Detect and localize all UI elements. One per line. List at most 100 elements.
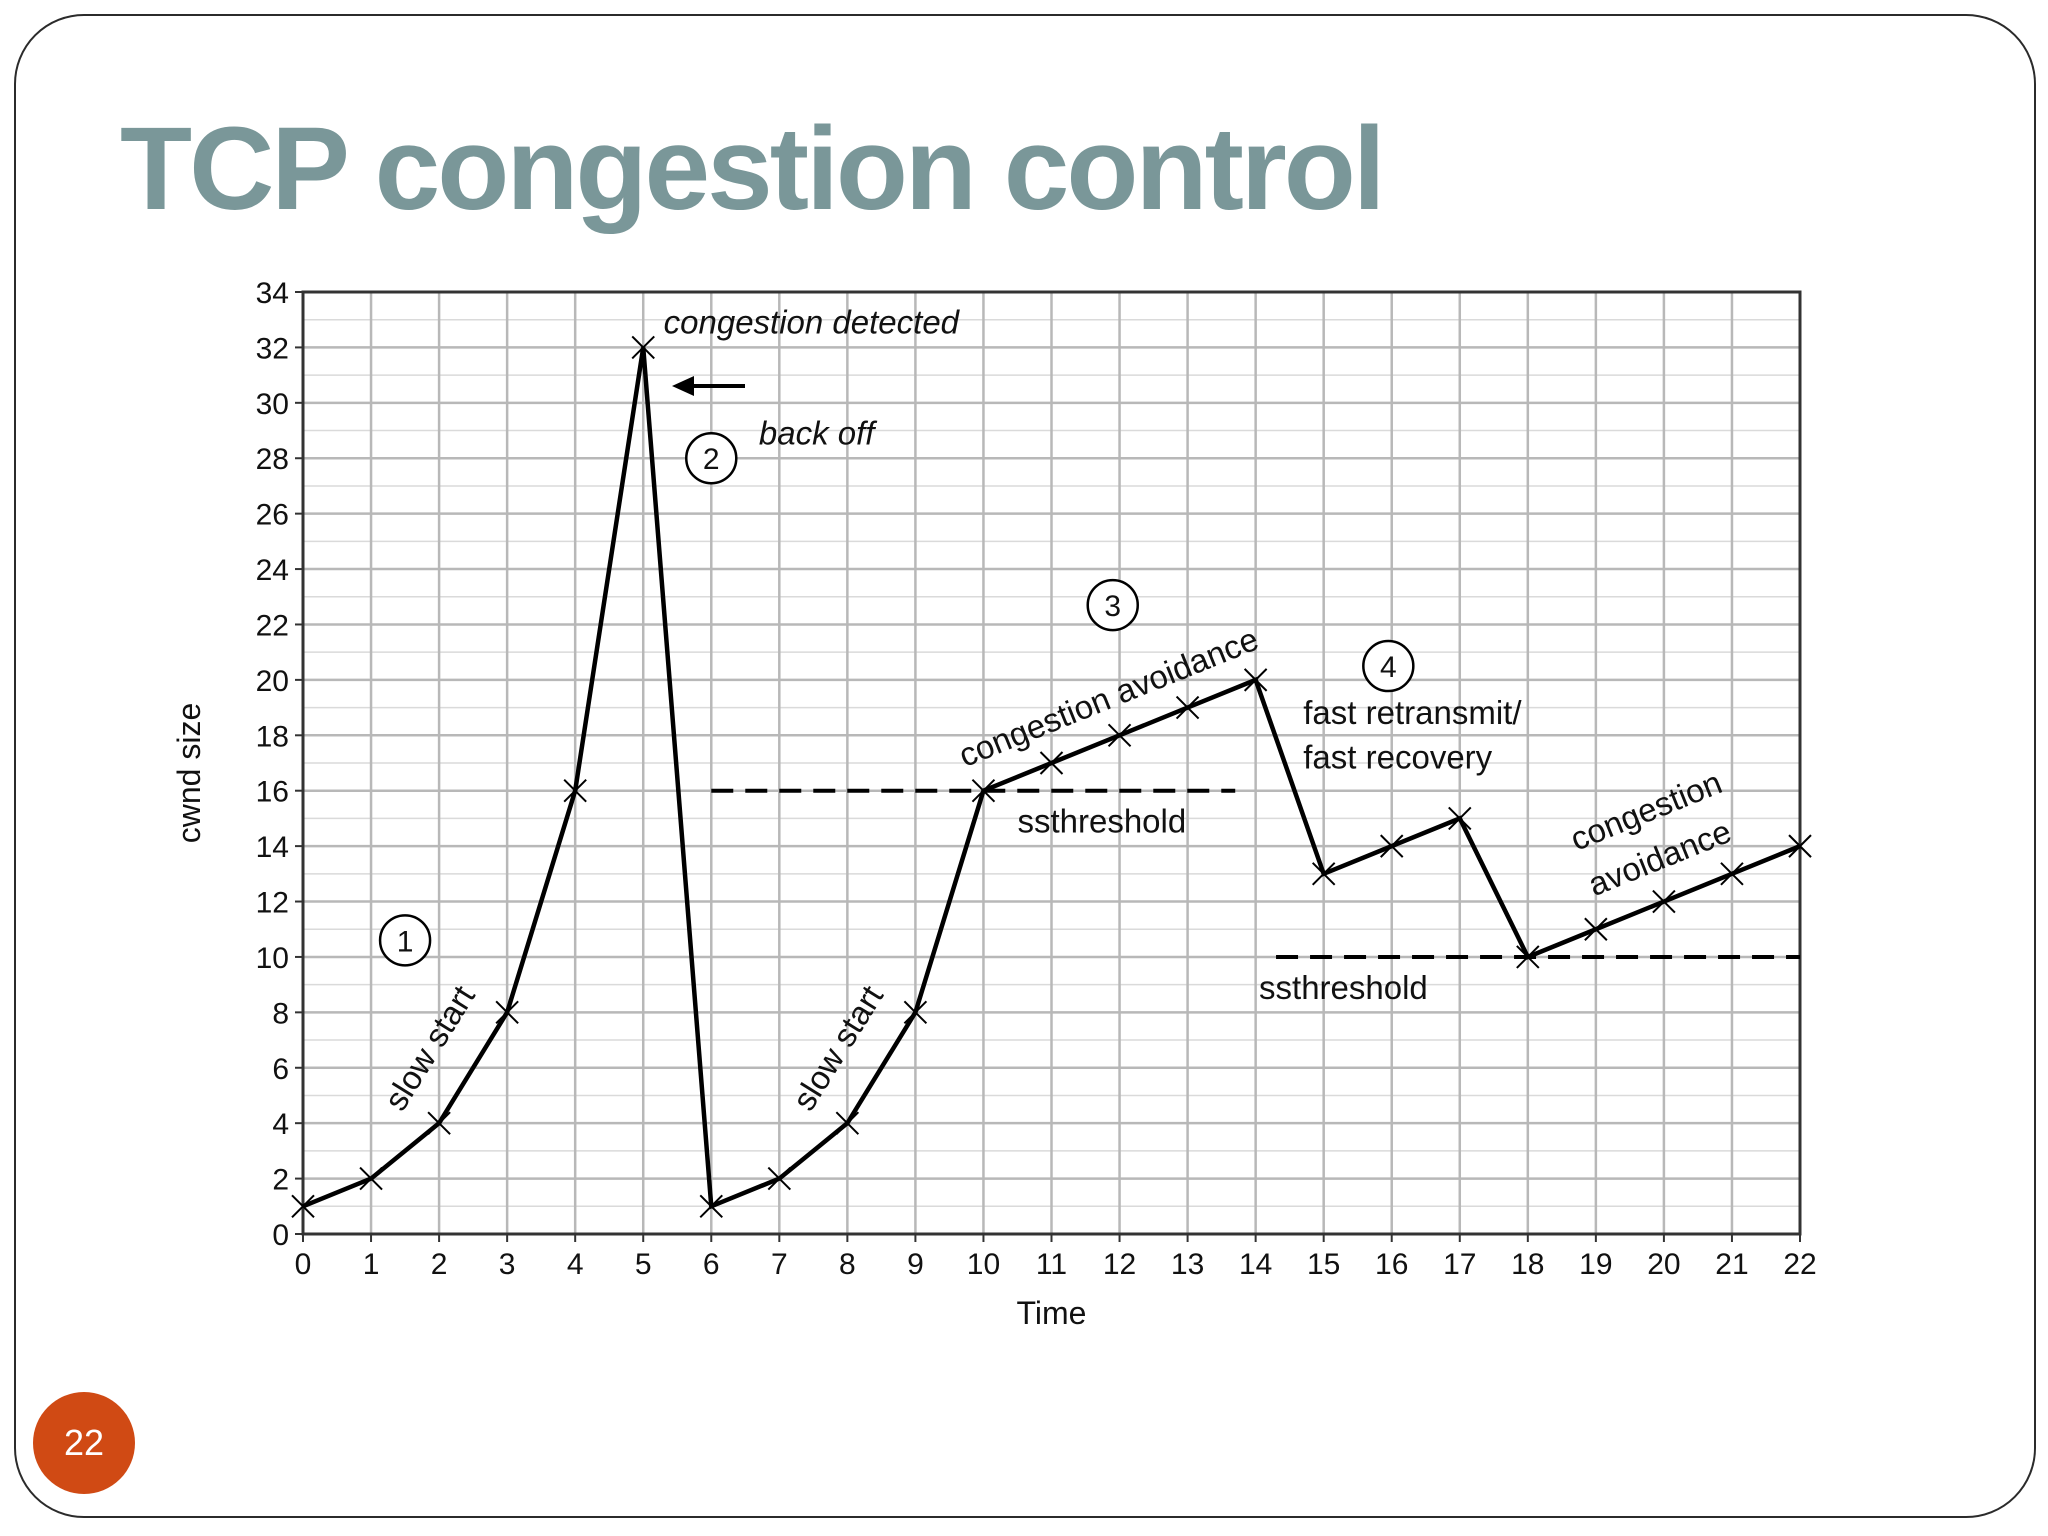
slide-title: TCP congestion control xyxy=(120,103,1386,235)
x-tick-label: 14 xyxy=(1239,1248,1272,1281)
data-point-mark xyxy=(1107,723,1132,748)
phase-marker: 3 xyxy=(1086,578,1139,632)
data-point xyxy=(1107,723,1132,748)
data-point-mark xyxy=(1039,751,1064,775)
data-point-mark xyxy=(563,778,587,803)
phase-marker-label: 1 xyxy=(397,925,414,958)
y-tick-label: 10 xyxy=(256,942,289,975)
back-off-arrow-head xyxy=(672,376,694,396)
data-point-mark xyxy=(1175,695,1200,720)
series-layer xyxy=(291,335,1812,1219)
x-tick-label: 7 xyxy=(771,1248,788,1281)
threshold-layer: ssthreshold ssthreshold xyxy=(711,788,1800,1006)
x-tick-label: 8 xyxy=(839,1248,856,1281)
x-tick-label: 18 xyxy=(1511,1248,1544,1281)
data-point-mark xyxy=(1788,834,1812,858)
data-point xyxy=(495,1000,519,1025)
data-point xyxy=(1516,945,1540,969)
data-point-mark xyxy=(1311,862,1336,886)
x-tick-label: 3 xyxy=(499,1248,516,1281)
data-point xyxy=(903,1000,928,1025)
data-point-mark xyxy=(631,335,655,360)
x-tick-label: 1 xyxy=(363,1248,380,1281)
y-tick-label: 0 xyxy=(272,1219,289,1252)
data-point-mark xyxy=(1448,806,1472,831)
y-tick-label: 18 xyxy=(256,720,289,753)
x-tick-label: 12 xyxy=(1103,1248,1136,1281)
data-point xyxy=(1311,862,1336,886)
x-tick-label: 16 xyxy=(1375,1248,1408,1281)
data-point-mark xyxy=(835,1111,860,1135)
data-point-mark xyxy=(971,778,996,803)
data-point xyxy=(1243,668,1268,692)
x-tick-label: 9 xyxy=(907,1248,924,1281)
x-tick-label: 19 xyxy=(1579,1248,1612,1281)
data-point-mark xyxy=(427,1111,451,1135)
data-point xyxy=(291,1194,315,1219)
data-point xyxy=(563,778,587,803)
data-point-mark xyxy=(1584,917,1608,941)
arrow-layer xyxy=(672,376,745,396)
x-axis-title: Time xyxy=(1017,1295,1087,1331)
data-point-mark xyxy=(495,1000,519,1025)
x-tick-label: 17 xyxy=(1443,1248,1476,1281)
data-point xyxy=(1380,834,1404,858)
y-tick-label: 30 xyxy=(256,388,289,421)
page-number-badge: 22 xyxy=(33,1392,135,1494)
data-point-mark xyxy=(291,1194,315,1219)
x-tick-label: 6 xyxy=(703,1248,720,1281)
data-point xyxy=(1788,834,1812,858)
y-tick-label: 26 xyxy=(256,499,289,532)
x-tick-label: 21 xyxy=(1715,1248,1748,1281)
y-tick-label: 20 xyxy=(256,665,289,698)
x-tick-label: 0 xyxy=(295,1248,312,1281)
x-tick-label: 4 xyxy=(567,1248,584,1281)
data-point-mark xyxy=(1720,862,1744,886)
x-tick-label: 10 xyxy=(967,1248,1000,1281)
data-point xyxy=(767,1166,792,1191)
data-point-mark xyxy=(1243,668,1268,692)
data-point xyxy=(1448,806,1472,831)
data-point-mark xyxy=(1516,945,1540,969)
x-tick-label: 11 xyxy=(1036,1248,1067,1281)
annotation-fast-retransmit: fast retransmit/ xyxy=(1303,694,1522,731)
data-point xyxy=(427,1111,451,1135)
data-point-mark xyxy=(1652,889,1676,914)
data-point-mark xyxy=(699,1194,723,1219)
x-tick-label: 13 xyxy=(1171,1248,1204,1281)
phase-marker: 2 xyxy=(685,431,738,485)
data-point-mark xyxy=(1380,834,1404,858)
phase-marker: 1 xyxy=(378,914,432,967)
x-tick-label: 2 xyxy=(431,1248,448,1281)
y-tick-label: 16 xyxy=(256,776,289,809)
annotation-back-off: back off xyxy=(759,414,878,451)
data-point xyxy=(1652,889,1676,914)
y-tick-label: 8 xyxy=(272,997,289,1030)
data-point xyxy=(631,335,655,360)
ssthreshold-label: ssthreshold xyxy=(1259,969,1428,1006)
phase-marker-label: 3 xyxy=(1104,590,1121,623)
y-tick-label: 6 xyxy=(272,1053,289,1086)
y-axis-title: cwnd size xyxy=(171,703,207,844)
phase-marker-circle xyxy=(378,914,432,967)
data-point xyxy=(699,1194,723,1219)
annotation-fast-recovery: fast recovery xyxy=(1303,739,1492,776)
x-tick-label: 5 xyxy=(635,1248,652,1281)
data-point xyxy=(835,1111,860,1135)
y-tick-label: 22 xyxy=(256,609,289,642)
ssthreshold-label: ssthreshold xyxy=(1017,803,1186,840)
data-point-mark xyxy=(359,1166,383,1191)
x-tick-label: 20 xyxy=(1647,1248,1680,1281)
y-tick-label: 34 xyxy=(256,277,289,310)
data-point xyxy=(1175,695,1200,720)
data-point xyxy=(1584,917,1608,941)
phase-marker: 4 xyxy=(1362,639,1415,693)
y-tick-label: 24 xyxy=(256,554,289,587)
data-point xyxy=(1720,862,1744,886)
phase-marker-circle xyxy=(1086,578,1139,632)
x-tick-label: 22 xyxy=(1783,1248,1816,1281)
y-tick-label: 32 xyxy=(256,332,289,365)
data-point-mark xyxy=(903,1000,928,1025)
